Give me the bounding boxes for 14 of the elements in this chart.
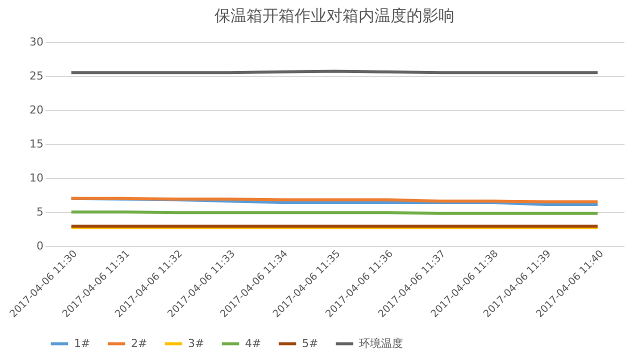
- legend-label: 1#: [74, 336, 90, 350]
- y-tick-label: 5: [36, 206, 44, 218]
- legend-label: 环境温度: [359, 336, 403, 350]
- legend-label: 5#: [302, 336, 318, 350]
- legend-label: 3#: [188, 336, 204, 350]
- legend-label: 2#: [131, 336, 148, 350]
- y-tick-label: 25: [30, 70, 44, 82]
- chart-title: 保温箱开箱作业对箱内温度的影响: [214, 6, 454, 25]
- y-tick-label: 10: [30, 172, 44, 184]
- y-tick-label: 20: [30, 104, 44, 116]
- legend-label: 4#: [245, 336, 262, 350]
- y-tick-label: 30: [30, 36, 44, 48]
- y-tick-label: 15: [30, 138, 44, 150]
- y-tick-label: 0: [36, 240, 44, 252]
